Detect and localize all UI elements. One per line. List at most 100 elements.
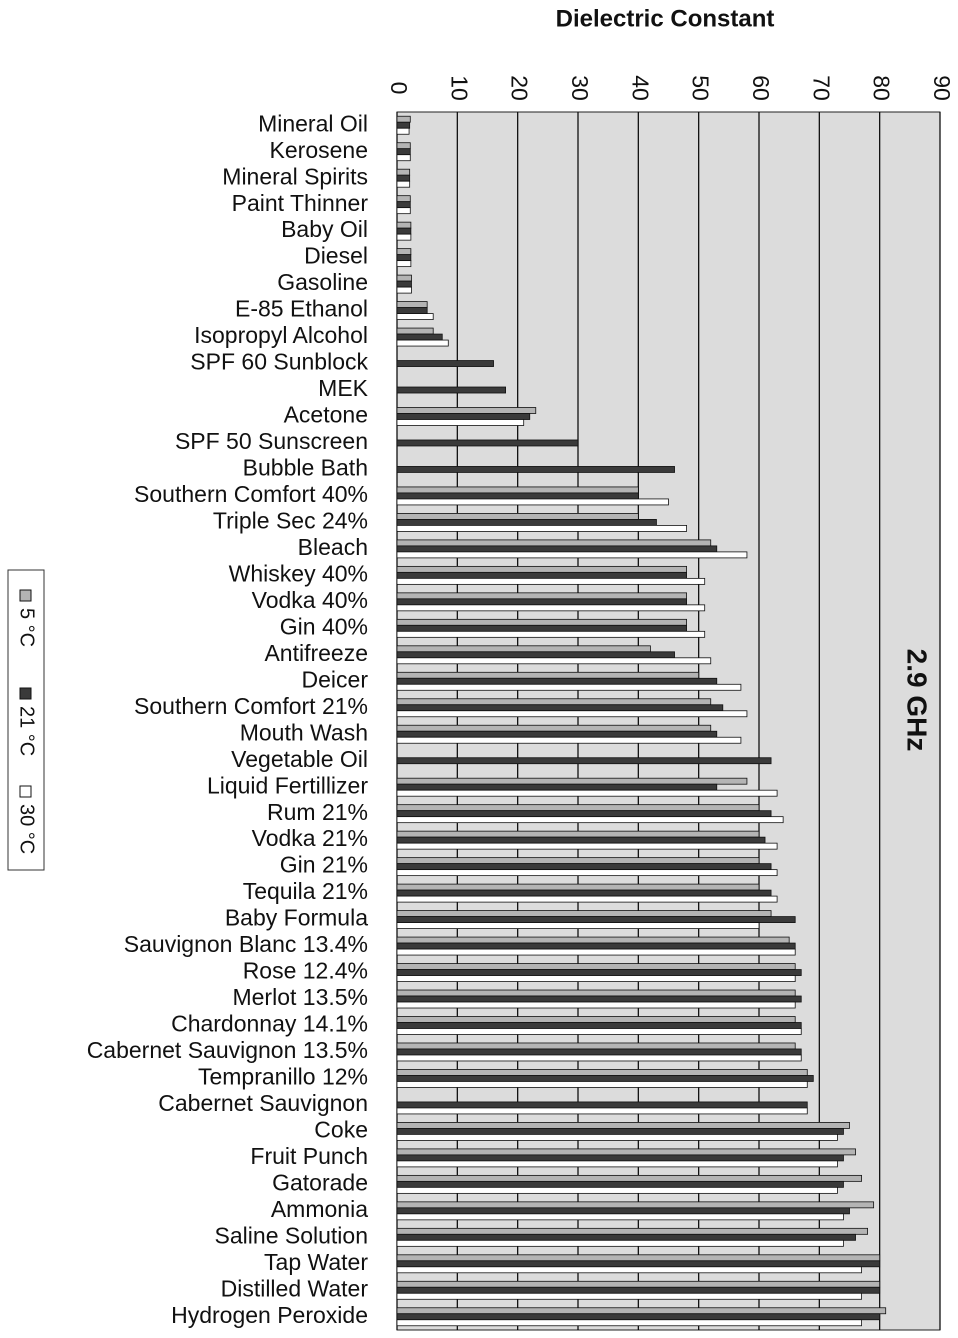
bar bbox=[396, 127, 410, 135]
bar bbox=[396, 895, 778, 903]
y-tick-label: Baby Formula bbox=[225, 905, 368, 931]
bar bbox=[396, 1319, 862, 1327]
bar bbox=[396, 201, 411, 209]
legend-label: 30 °C bbox=[16, 804, 38, 854]
y-tick-label: Cabernet Sauvignon 13.5% bbox=[87, 1037, 368, 1063]
bar bbox=[396, 1286, 881, 1294]
bar bbox=[396, 1101, 808, 1109]
y-tick-label: Bubble Bath bbox=[243, 455, 368, 481]
y-tick-label: Southern Comfort 40% bbox=[134, 481, 368, 507]
y-tick-label: Deicer bbox=[302, 666, 369, 692]
bar bbox=[396, 783, 718, 791]
bar bbox=[396, 963, 796, 970]
y-tick-label: Whiskey 40% bbox=[229, 560, 368, 586]
bar bbox=[396, 916, 796, 923]
bar bbox=[396, 883, 760, 891]
y-tick-label: Vodka 40% bbox=[252, 587, 368, 613]
y-tick-label: Antifreeze bbox=[264, 640, 368, 666]
y-tick-label: Kerosene bbox=[270, 137, 368, 163]
bar bbox=[396, 360, 494, 367]
y-tick-label: Southern Comfort 21% bbox=[134, 693, 368, 719]
y-tick-label: Saline Solution bbox=[215, 1222, 368, 1248]
chart-title: Dielectric Constant bbox=[556, 5, 775, 32]
bar bbox=[396, 995, 802, 1003]
bar bbox=[396, 651, 675, 659]
bar bbox=[396, 592, 688, 600]
y-tick-label: Coke bbox=[314, 1116, 368, 1142]
bar bbox=[396, 525, 688, 532]
bar bbox=[396, 327, 434, 335]
bar bbox=[396, 1028, 802, 1035]
bar bbox=[396, 419, 525, 426]
bar bbox=[396, 1016, 796, 1023]
bar bbox=[396, 942, 796, 950]
y-tick-label: Liquid Fertillizer bbox=[207, 772, 368, 798]
bar bbox=[396, 671, 700, 679]
bar bbox=[396, 386, 506, 394]
bar bbox=[396, 174, 411, 182]
bar bbox=[396, 1081, 808, 1088]
bar bbox=[396, 1122, 850, 1129]
bar bbox=[396, 1307, 887, 1315]
legend: 5 °C 21 °C 30 °C bbox=[7, 569, 45, 871]
bar bbox=[396, 1313, 881, 1321]
bar bbox=[396, 1160, 838, 1168]
bar bbox=[396, 810, 772, 818]
y-tick-label: Vodka 21% bbox=[252, 825, 368, 851]
bar bbox=[396, 492, 639, 500]
bar bbox=[396, 1022, 802, 1029]
bar bbox=[396, 227, 412, 235]
bar bbox=[396, 757, 772, 765]
y-tick-label: Acetone bbox=[284, 402, 368, 428]
bar bbox=[396, 539, 712, 547]
bar bbox=[396, 577, 706, 585]
bar bbox=[396, 1054, 802, 1062]
x-tick-label: 30 bbox=[567, 75, 593, 101]
bar bbox=[396, 221, 412, 229]
bar bbox=[396, 1154, 844, 1162]
bar bbox=[396, 724, 712, 732]
bar bbox=[396, 816, 784, 824]
bar bbox=[396, 571, 688, 579]
y-tick-label: Rum 21% bbox=[267, 799, 368, 825]
x-tick-label: 50 bbox=[688, 75, 714, 101]
y-tick-label: Ammonia bbox=[271, 1196, 368, 1222]
bar bbox=[396, 407, 537, 414]
y-tick-label: Mineral Spirits bbox=[222, 163, 368, 189]
bar bbox=[396, 254, 412, 262]
legend-swatch bbox=[19, 687, 32, 700]
bar bbox=[396, 168, 411, 176]
bar bbox=[396, 1180, 844, 1188]
bar bbox=[396, 777, 748, 785]
bar bbox=[396, 148, 411, 156]
bar bbox=[396, 1107, 808, 1115]
bar bbox=[396, 1201, 875, 1209]
x-tick-label: 40 bbox=[627, 75, 653, 101]
bar bbox=[396, 1280, 881, 1288]
bar bbox=[396, 1042, 796, 1050]
bar bbox=[396, 1227, 869, 1235]
y-tick-label: Diesel bbox=[304, 243, 368, 269]
y-tick-label: MEK bbox=[318, 375, 369, 401]
bar bbox=[396, 830, 760, 838]
bar bbox=[396, 910, 772, 917]
x-tick-label: 60 bbox=[748, 75, 774, 101]
bar bbox=[396, 677, 718, 685]
bar bbox=[396, 260, 412, 268]
bar bbox=[396, 1233, 856, 1241]
bar bbox=[396, 789, 778, 797]
bar bbox=[396, 1292, 862, 1300]
y-tick-label: Sauvignon Blanc 13.4% bbox=[124, 931, 368, 957]
y-tick-label: Tempranillo 12% bbox=[198, 1064, 368, 1090]
x-tick-label: 90 bbox=[929, 75, 955, 101]
bar bbox=[396, 936, 790, 944]
bar bbox=[396, 624, 688, 632]
y-tick-label: Triple Sec 24% bbox=[213, 507, 368, 533]
y-tick-label: Gin 40% bbox=[280, 613, 368, 639]
bar bbox=[396, 486, 639, 494]
bar bbox=[396, 1075, 814, 1082]
bar bbox=[396, 922, 760, 929]
x-tick-label: 10 bbox=[446, 75, 472, 101]
bar bbox=[396, 313, 434, 320]
